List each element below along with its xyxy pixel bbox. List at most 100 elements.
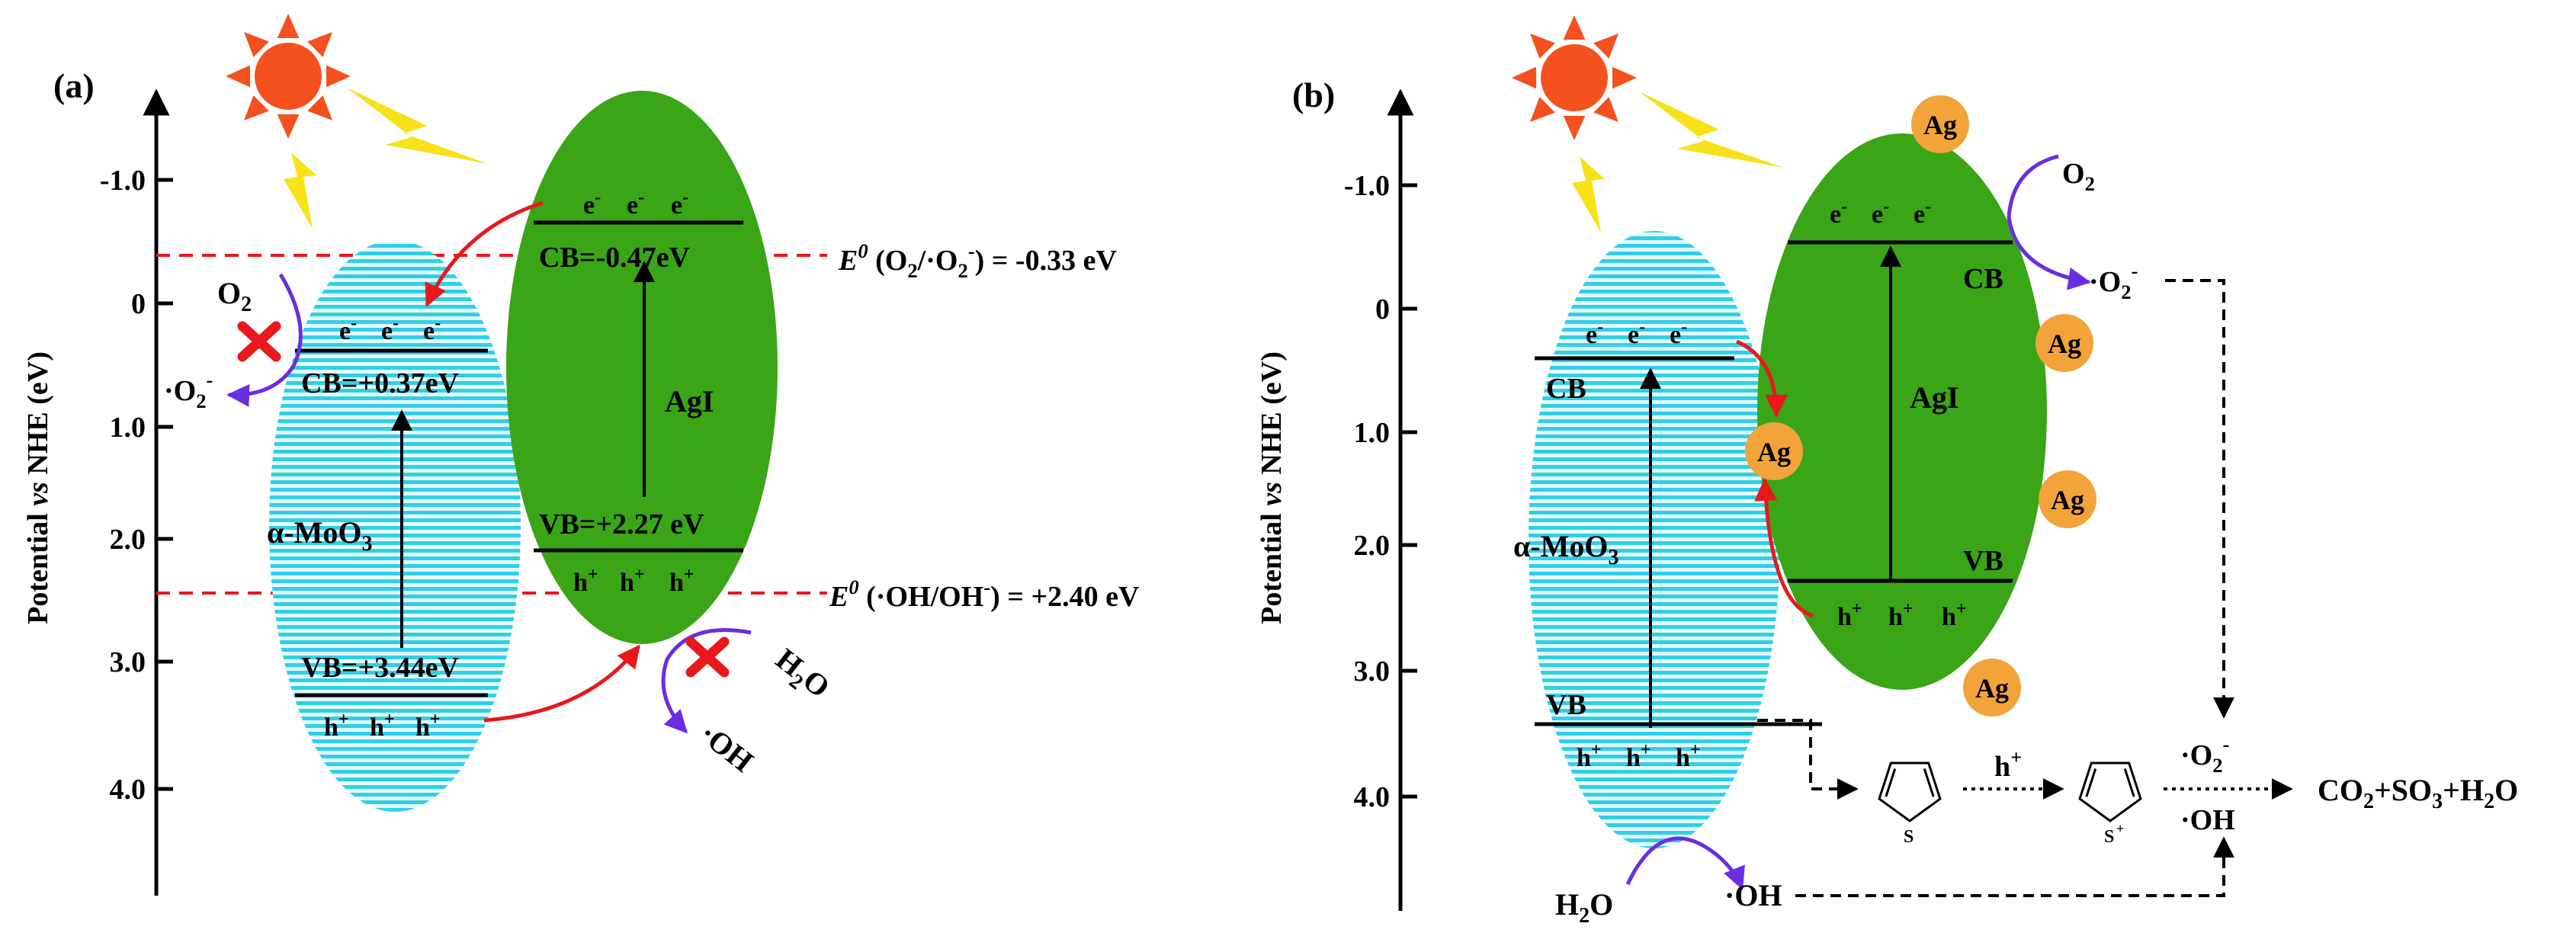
hole-transfer-arrow-a <box>483 644 640 723</box>
agi-name-a: AgI <box>665 384 714 418</box>
axis-tick-label: 4.0 <box>110 774 146 806</box>
ag-particle: Ag <box>2035 314 2093 372</box>
h2o-oxidation-arrow-b <box>1625 836 1745 890</box>
ag-particles: Ag Ag Ag Ag Ag <box>1745 95 2096 717</box>
axis-tick-label: 1.0 <box>1354 417 1391 449</box>
moo3-cb-label-b: CB <box>1546 373 1586 405</box>
moo3-electrons-b: e-e-e- <box>1586 317 1687 349</box>
oh-radical-label-b: ·OH <box>1724 878 1782 912</box>
hole-dashed-arrow <box>1757 719 1859 800</box>
moo3-electrons-a: e-e-e- <box>339 313 441 345</box>
panel-b: (b) Potential vs NHE (eV) -1.0 0 1.0 2.0 3.0… <box>1256 15 2518 928</box>
axis-tick-label: 4.0 <box>1354 781 1391 813</box>
hole-label: h+ <box>1888 599 1914 631</box>
panel-b-label: (b) <box>1292 75 1335 114</box>
moo3-holes-b: h+ h+ h+ <box>1577 740 1701 772</box>
svg-text:Ag: Ag <box>1923 110 1957 140</box>
axis-tick-label: 0 <box>1375 293 1390 325</box>
svg-text:Ag: Ag <box>2051 485 2084 515</box>
agi-electrons-a: e-e-e- <box>583 188 688 220</box>
moo3-name-b: α-MoO3 <box>1513 529 1619 569</box>
hole-to-ag-arrow <box>1754 478 1814 618</box>
axis-tick-label: 3.0 <box>1354 656 1391 688</box>
o2-radical-label-a: ·O2- <box>164 368 213 412</box>
agi-vb-label-b: VB <box>1963 545 2003 577</box>
oh-radical-label-a: ·OH <box>693 717 759 779</box>
hole-label: h+ <box>620 565 645 597</box>
axis-tick-label: -1.0 <box>1344 170 1390 202</box>
agi-cb-label-a: CB=-0.47eV <box>539 242 690 274</box>
svg-text:Ag: Ag <box>1757 437 1791 467</box>
electron-to-ag-arrow <box>1736 339 1788 418</box>
lightning-icon <box>1572 156 1605 232</box>
panel-b-y-axis-label: Potential vs NHE (eV) <box>1256 351 1288 624</box>
hole-label: h+ <box>370 710 395 742</box>
hole-label: h+ <box>324 710 349 742</box>
electron-label: e- <box>1586 317 1603 349</box>
o2-label-a: O2 <box>217 276 252 316</box>
cross-icon <box>685 636 730 678</box>
sun-icon <box>226 14 351 139</box>
agi-ellipse-a <box>506 91 778 644</box>
hole-label: h+ <box>669 565 695 597</box>
ag-particle: Ag <box>2039 470 2096 528</box>
electron-label: e- <box>1628 317 1645 349</box>
o2-radical-label-b: ·O2- <box>2089 259 2138 303</box>
axis-tick-label: 1.0 <box>110 412 146 444</box>
axis-tick-label: 0 <box>131 288 146 320</box>
cross-icon <box>237 321 281 362</box>
products-label: CO2+SO3+H2O <box>2318 773 2518 813</box>
ag-particle: Ag <box>1745 422 1803 480</box>
electron-label: e- <box>1914 197 1931 229</box>
hole-label: h+ <box>573 565 598 597</box>
electron-label: e- <box>339 313 357 345</box>
lightning-icon <box>1639 91 1784 168</box>
hole-label: h+ <box>1626 740 1651 772</box>
lightning-icon <box>284 152 316 229</box>
electron-label: e- <box>671 188 688 220</box>
electron-transfer-arrow-a <box>425 200 544 307</box>
electron-label: e- <box>1670 317 1687 349</box>
o2-radical-dashed-arrow <box>2165 279 2234 719</box>
moo3-vb-label-a: VB=+3.44eV <box>301 652 459 684</box>
ag-particle: Ag <box>1911 95 1969 153</box>
panel-a-ticks: -1.0 0 1.0 2.0 3.0 4.0 <box>100 165 173 806</box>
panel-a: (a) Potential vs NHE (eV) -1.0 0 1.0 2.0 3.0… <box>22 14 1140 896</box>
oh-radical-dashed-arrow <box>1795 836 2234 897</box>
lightning-icon <box>347 88 488 164</box>
electron-label: e- <box>423 313 441 345</box>
o2-reduction-arrow-a <box>226 273 303 407</box>
mid-o2-radical-label: ·O2- <box>2180 733 2229 777</box>
agi-holes-a: h+ h+ h+ <box>573 565 695 597</box>
svg-text:S: S <box>1904 827 1914 847</box>
electron-label: e- <box>583 188 601 220</box>
axis-tick-label: 2.0 <box>1354 530 1391 562</box>
sun-icon <box>1512 15 1637 140</box>
moo3-vb-label-b: VB <box>1546 689 1586 721</box>
hole-label: h+ <box>1942 599 1967 631</box>
thiophene-icon: S <box>1878 761 1942 847</box>
h-plus-label: h+ <box>1994 745 2022 783</box>
oh-potential-equation: E0 (·OH/OH-) = +2.40 eV <box>829 575 1140 613</box>
moo3-ellipse-b <box>1529 231 1780 848</box>
h2o-label-a: H2O <box>766 642 837 710</box>
moo3-name-a: α-MoO3 <box>267 515 373 556</box>
hole-label: h+ <box>1577 740 1602 772</box>
mid-oh-radical-label: ·OH <box>2180 804 2235 836</box>
electron-label: e- <box>627 188 644 220</box>
hole-label: h+ <box>1837 599 1862 631</box>
agi-electrons-b: e-e-e- <box>1830 197 1931 229</box>
o2-reduction-arrow-b <box>2007 154 2091 290</box>
axis-tick-label: 2.0 <box>110 524 146 556</box>
panel-a-y-axis-label: Potential vs NHE (eV) <box>22 351 54 624</box>
thiophene-cation-icon: S + <box>2078 761 2142 847</box>
moo3-ellipse-a <box>269 240 521 812</box>
moo3-holes-a: h+ h+ h+ <box>324 710 441 742</box>
agi-ellipse-b <box>1757 133 2047 690</box>
electron-label: e- <box>1872 197 1889 229</box>
svg-text:Ag: Ag <box>1975 673 2009 704</box>
agi-cb-label-b: CB <box>1963 263 2003 295</box>
hole-label: h+ <box>1676 740 1701 772</box>
